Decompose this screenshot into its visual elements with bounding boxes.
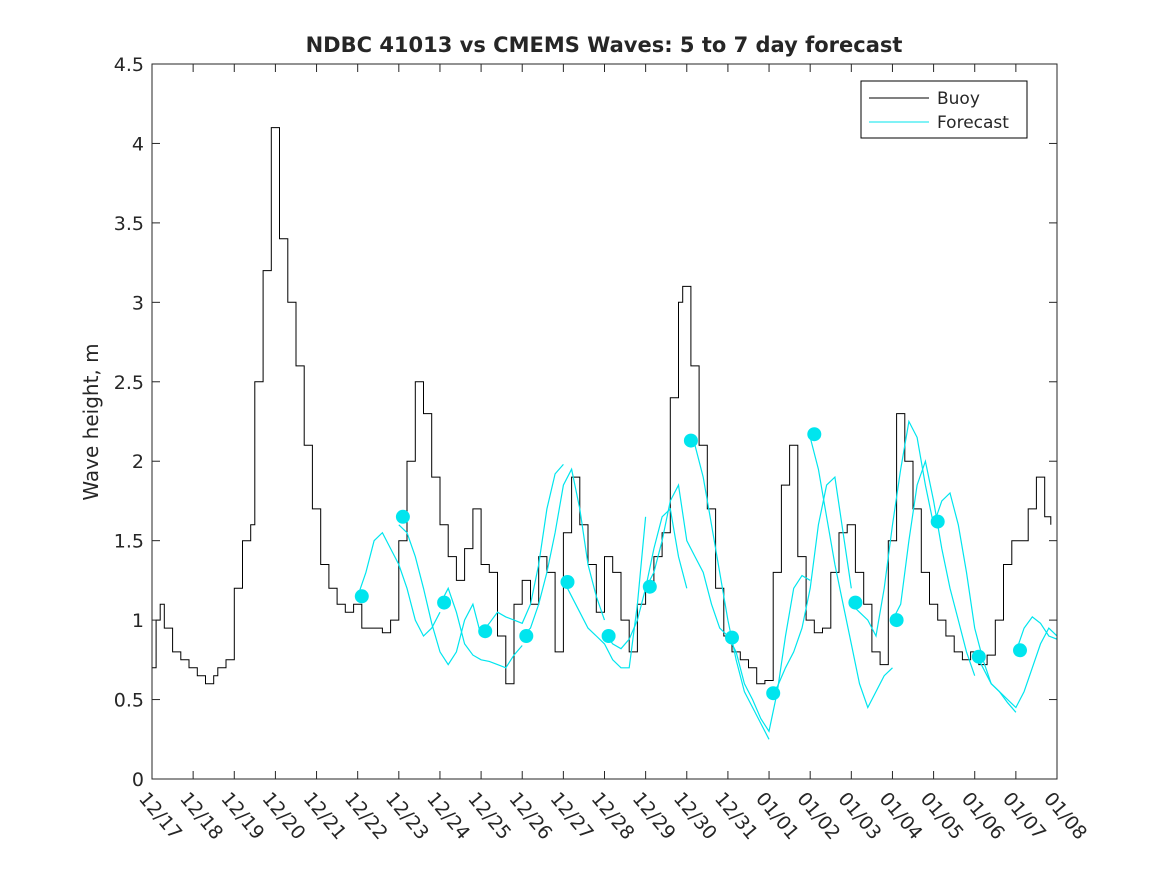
forecast-marker [437,595,452,610]
forecast-segment-1 [357,531,441,637]
y-axis-label: Wave height, m [79,343,103,500]
forecast-marker [930,514,945,529]
forecast-marker [478,624,493,639]
forecast-segment-14 [891,458,976,676]
plot-area [152,127,1057,740]
legend-forecast-label: Forecast [937,113,1009,133]
forecast-marker [560,575,575,589]
forecast-marker [766,686,781,701]
forecast-segment-5 [521,467,606,637]
forecast-marker [971,649,986,664]
y-tick-label: 1 [132,610,144,632]
forecast-marker [807,427,822,442]
forecast-segment-4 [480,464,564,634]
forecast-marker [354,589,369,604]
forecast-segment-12 [809,437,893,710]
series-layer [152,127,1057,740]
y-tick-label: 4 [132,133,144,155]
forecast-segment-17 [1015,616,1057,653]
forecast-segment-2 [398,524,482,666]
forecast-marker [519,629,534,643]
forecast-marker [1013,643,1027,658]
forecast-segment-15 [933,491,1017,713]
y-tick-label: 3.5 [114,213,144,235]
forecast-marker [725,630,739,645]
y-tick-label: 4.5 [114,54,144,76]
legend: Buoy Forecast [860,80,1028,139]
forecast-segment-11 [768,475,852,693]
chart-title: NDBC 41013 vs CMEMS Waves: 5 to 7 day fo… [306,33,903,57]
y-tick-label: 2 [132,451,144,473]
y-tick-label: 0.5 [114,690,144,712]
legend-box [860,80,1028,139]
forecast-segment-9 [686,436,770,740]
forecast-segment-3 [439,586,523,669]
forecast-segment-10 [727,574,811,733]
y-tick-label: 0 [132,769,144,791]
y-tick-label: 2.5 [114,372,144,394]
forecast-marker [889,613,904,628]
legend-buoy-label: Buoy [937,89,980,109]
forecast-marker [642,579,657,594]
y-tick-label: 1.5 [114,531,144,553]
forecast-marker [601,629,616,643]
forecast-segment-13 [850,419,935,638]
forecast-segment-8 [645,483,729,637]
forecast-marker [395,509,410,524]
forecast-marker [683,433,698,448]
y-tick-label: 3 [132,292,144,314]
forecast-segment-16 [974,627,1057,709]
buoy-series-line [152,127,1052,685]
forecast-marker [848,595,863,610]
forecast-segment-6 [562,516,647,669]
